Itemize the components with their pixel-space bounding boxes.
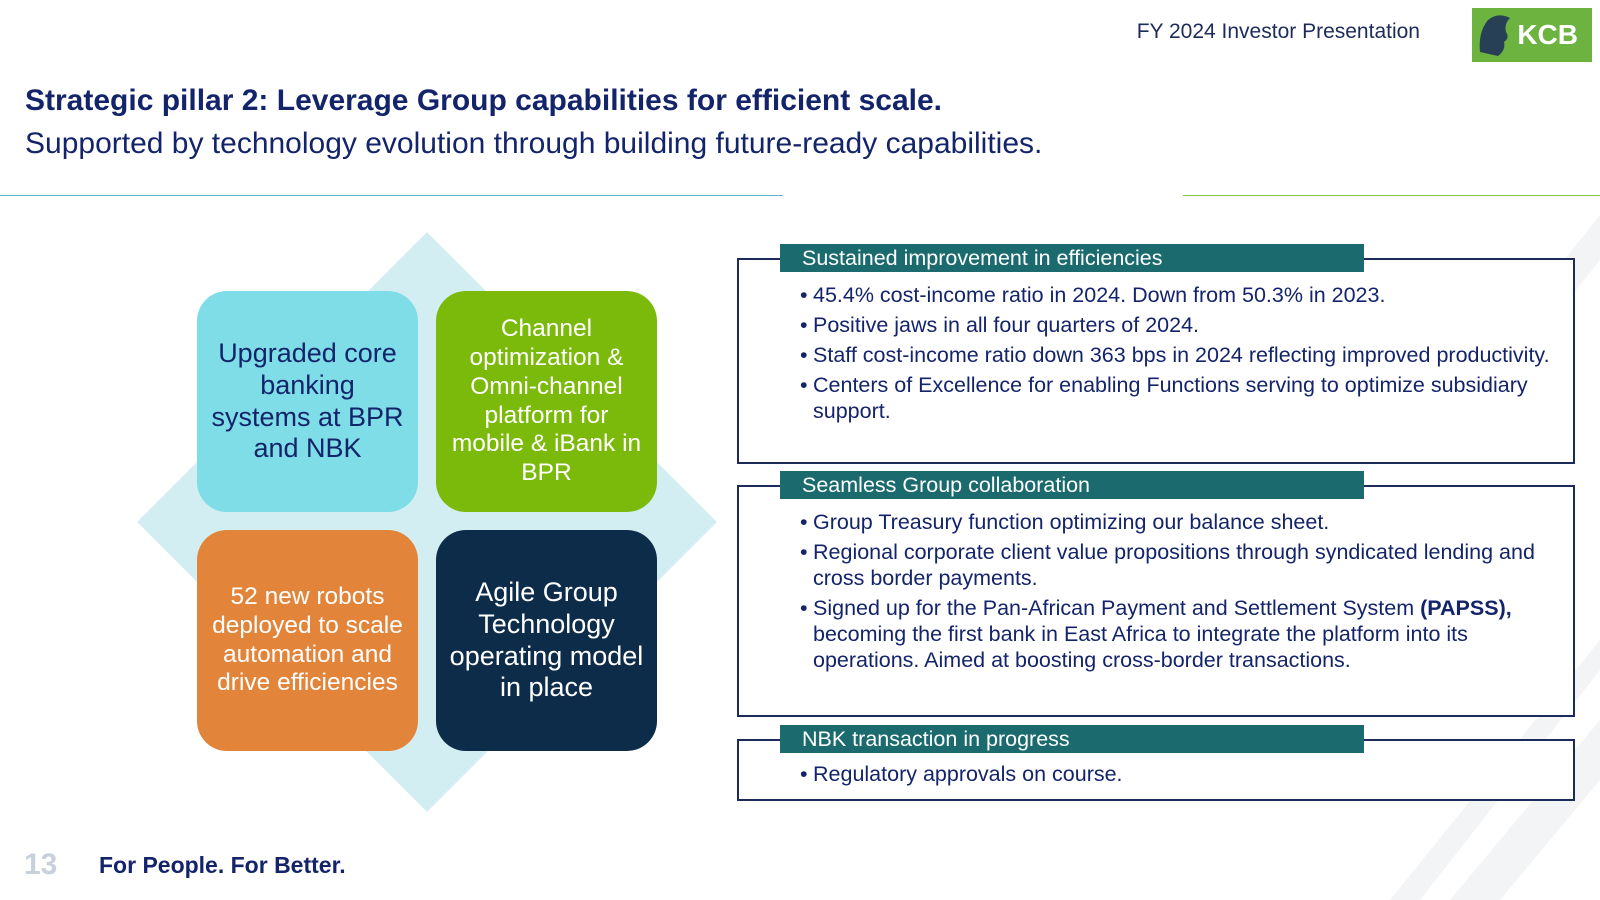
bullet-text: 45.4% cost-income ratio in 2024. Down fr… <box>813 283 1386 307</box>
footer-tagline: For People. For Better. <box>99 852 346 878</box>
bullet-dot: • <box>800 373 808 397</box>
list-item: • 45.4% cost-income ratio in 2024. Down f… <box>739 282 1573 308</box>
list-item: • Staff cost-income ratio down 363 bps in… <box>739 342 1573 368</box>
list-item: • Group Treasury function optimizing our … <box>739 509 1573 535</box>
bullet-text-after: becoming the first bank in East Africa t… <box>813 622 1468 672</box>
tile-text: Channel optimization & Omni-channel plat… <box>451 314 642 487</box>
list-item: • Regulatory approvals on course. <box>739 761 1573 787</box>
slide-title: Strategic pillar 2: Leverage Group capab… <box>25 84 942 117</box>
section-efficiencies: • 45.4% cost-income ratio in 2024. Down f… <box>737 258 1575 464</box>
logo-text: KCB <box>1517 19 1578 50</box>
bullet-text-before: Signed up for the Pan-African Payment an… <box>813 596 1415 620</box>
list-item: • Regional corporate client value proposi… <box>739 539 1573 591</box>
section-group-collaboration: • Group Treasury function optimizing our … <box>737 485 1575 717</box>
tile-text: Upgraded core banking systems at BPR and… <box>211 337 404 464</box>
tile-text: Agile Group Technology operating model i… <box>449 576 644 703</box>
kcb-logo: KCB <box>1472 8 1592 62</box>
section-heading-nbk: NBK transaction in progress <box>780 725 1364 753</box>
bullet-text: Centers of Excellence for enabling Funct… <box>813 373 1528 423</box>
bullet-text: Positive jaws in all four quarters of 20… <box>813 313 1200 337</box>
tile-text: 52 new robots deployed to scale automati… <box>212 582 403 697</box>
list-item: • Signed up for the Pan-African Payment a… <box>739 595 1573 673</box>
list-item: • Positive jaws in all four quarters of 2… <box>739 312 1573 338</box>
tile-core-banking: Upgraded core banking systems at BPR and… <box>197 291 418 512</box>
bullet-text-bold: (PAPSS), <box>1420 596 1512 620</box>
bullet-dot: • <box>800 762 808 786</box>
slide-subtitle: Supported by technology evolution throug… <box>25 127 1043 160</box>
section-heading-efficiencies: Sustained improvement in efficiencies <box>780 244 1364 272</box>
tile-robots: 52 new robots deployed to scale automati… <box>197 530 418 751</box>
section-heading-collaboration: Seamless Group collaboration <box>780 471 1364 499</box>
bullet-dot: • <box>800 283 808 307</box>
tile-channel-optimization: Channel optimization & Omni-channel plat… <box>436 291 657 512</box>
bullet-dot: • <box>800 540 808 564</box>
bullet-dot: • <box>800 510 808 534</box>
list-item: • Centers of Excellence for enabling Func… <box>739 372 1573 424</box>
divider-left <box>0 195 783 196</box>
divider-right <box>1183 195 1600 196</box>
lion-icon <box>1479 15 1510 56</box>
bullet-dot: • <box>800 313 808 337</box>
bullet-dot: • <box>800 343 808 367</box>
page-number: 13 <box>24 848 58 881</box>
tile-agile-model: Agile Group Technology operating model i… <box>436 530 657 751</box>
presentation-title: FY 2024 Investor Presentation <box>1136 20 1420 43</box>
bullet-text: Staff cost-income ratio down 363 bps in … <box>813 343 1550 367</box>
bullet-text: Group Treasury function optimizing our b… <box>813 510 1330 534</box>
bullet-text: Regulatory approvals on course. <box>813 762 1123 786</box>
bullet-dot: • <box>800 596 808 620</box>
bullet-text: Regional corporate client value proposit… <box>813 540 1535 590</box>
